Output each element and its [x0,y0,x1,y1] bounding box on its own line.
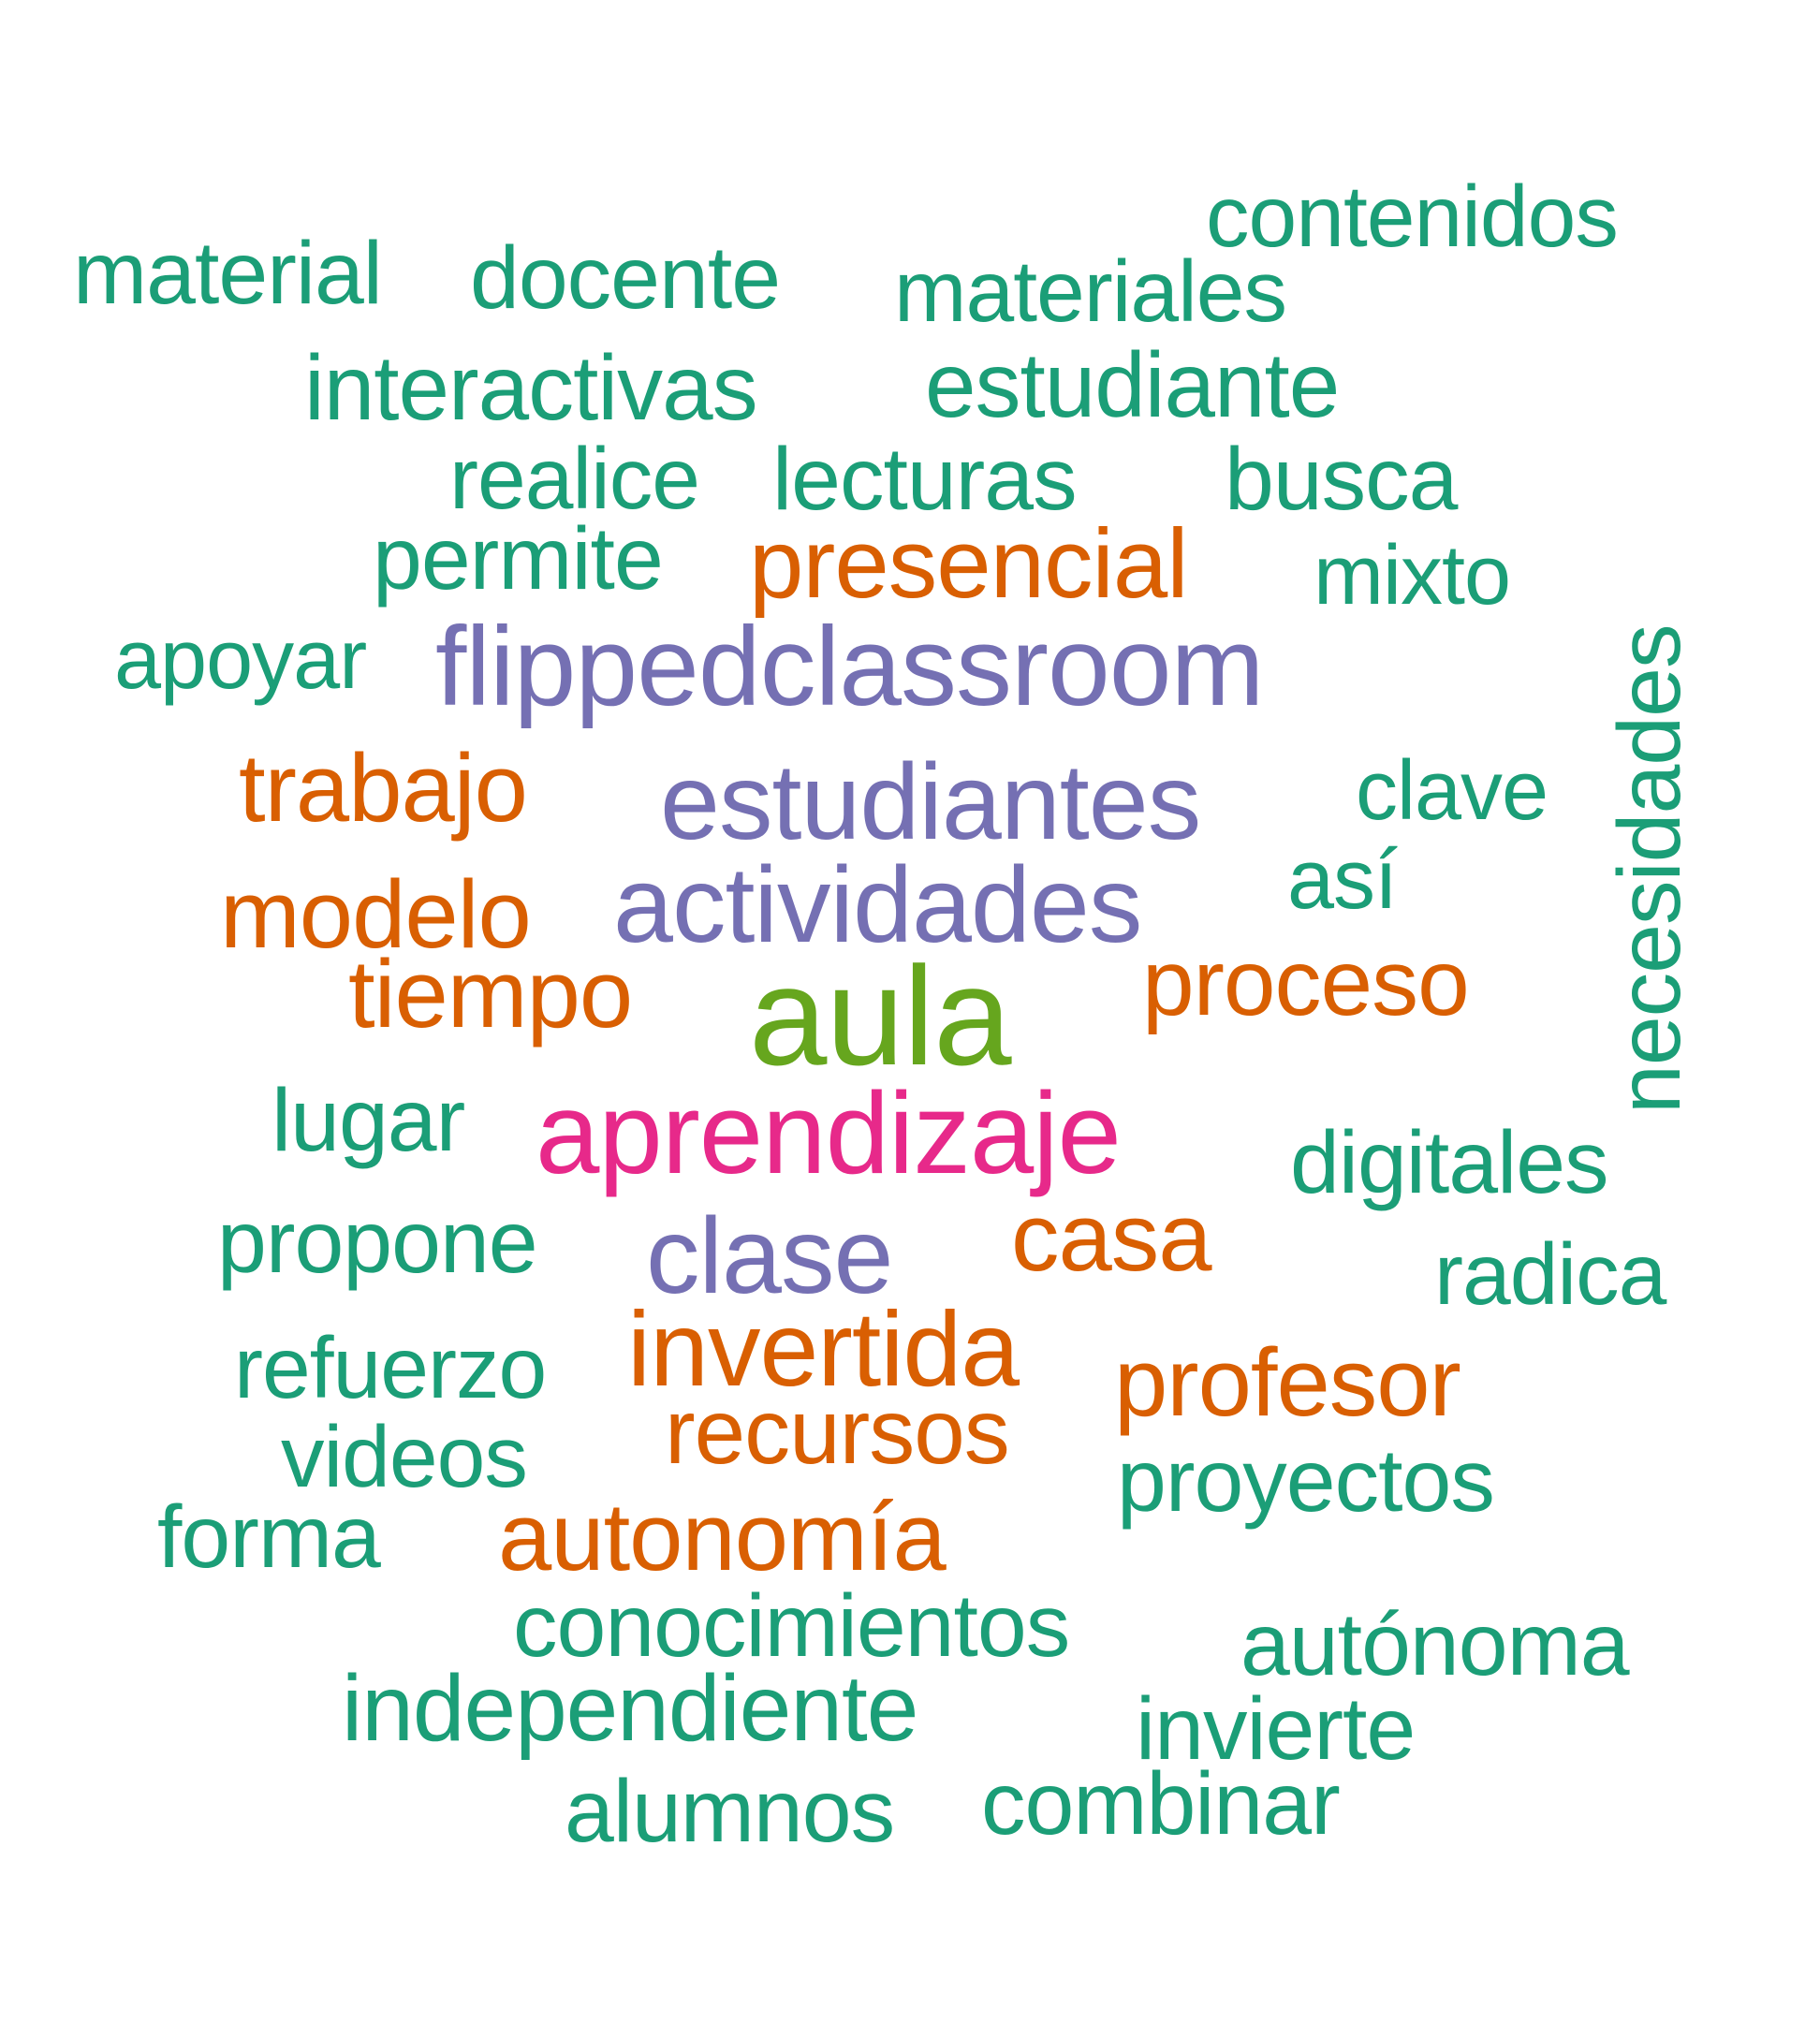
word-tiempo: tiempo [348,940,633,1048]
word-actividades: actividades [613,845,1142,965]
word-mixto: mixto [1314,529,1511,623]
word-profesor: profesor [1114,1328,1461,1436]
word-proceso: proceso [1142,930,1470,1035]
word-conocimientos: conocimientos [513,1576,1070,1676]
word-invierte: invierte [1136,1679,1416,1779]
word-aprendizaje: aprendizaje [536,1070,1122,1198]
word-radica: radica [1434,1225,1666,1323]
word-recursos: recursos [665,1380,1010,1483]
word-permite: permite [373,509,664,608]
word-flippedclassroom: flippedclassroom [435,604,1264,729]
word-combinar: combinar [981,1754,1341,1854]
word-modelo: modelo [220,860,532,968]
word-asi: así [1287,833,1398,927]
word-propone: propone [217,1193,538,1292]
word-clase: clase [646,1196,893,1316]
word-autonomia: autonomía [498,1483,947,1590]
word-trabajo: trabajo [239,734,528,842]
word-invertida: invertida [627,1290,1020,1408]
word-clave: clave [1356,744,1548,838]
word-estudiantes: estudiantes [660,742,1201,862]
word-independiente: independiente [342,1656,918,1761]
word-autonoma: autónoma [1240,1595,1630,1694]
word-materiales: materiales [894,242,1287,340]
word-material: material [73,224,383,323]
word-contenidos: contenidos [1206,168,1619,265]
word-interactivas: interactivas [304,336,758,439]
word-casa: casa [1011,1183,1212,1291]
word-necesidades: necesidades [1600,624,1699,1114]
word-lugar: lugar [272,1071,465,1170]
word-refuerzo: refuerzo [234,1319,547,1416]
word-estudiante: estudiante [925,333,1340,436]
word-videos: videos [281,1408,528,1505]
word-apoyar: apoyar [114,613,367,707]
word-realice: realice [449,430,700,527]
word-lecturas: lecturas [772,430,1078,529]
word-alumnos: alumnos [565,1762,895,1861]
word-aula: aula [749,937,1012,1094]
word-busca: busca [1225,430,1459,529]
word-digitales: digitales [1290,1113,1609,1212]
word-forma: forma [157,1487,381,1587]
word-presencial: presencial [749,509,1189,619]
word-proyectos: proyectos [1117,1431,1495,1531]
word-docente: docente [470,228,781,328]
